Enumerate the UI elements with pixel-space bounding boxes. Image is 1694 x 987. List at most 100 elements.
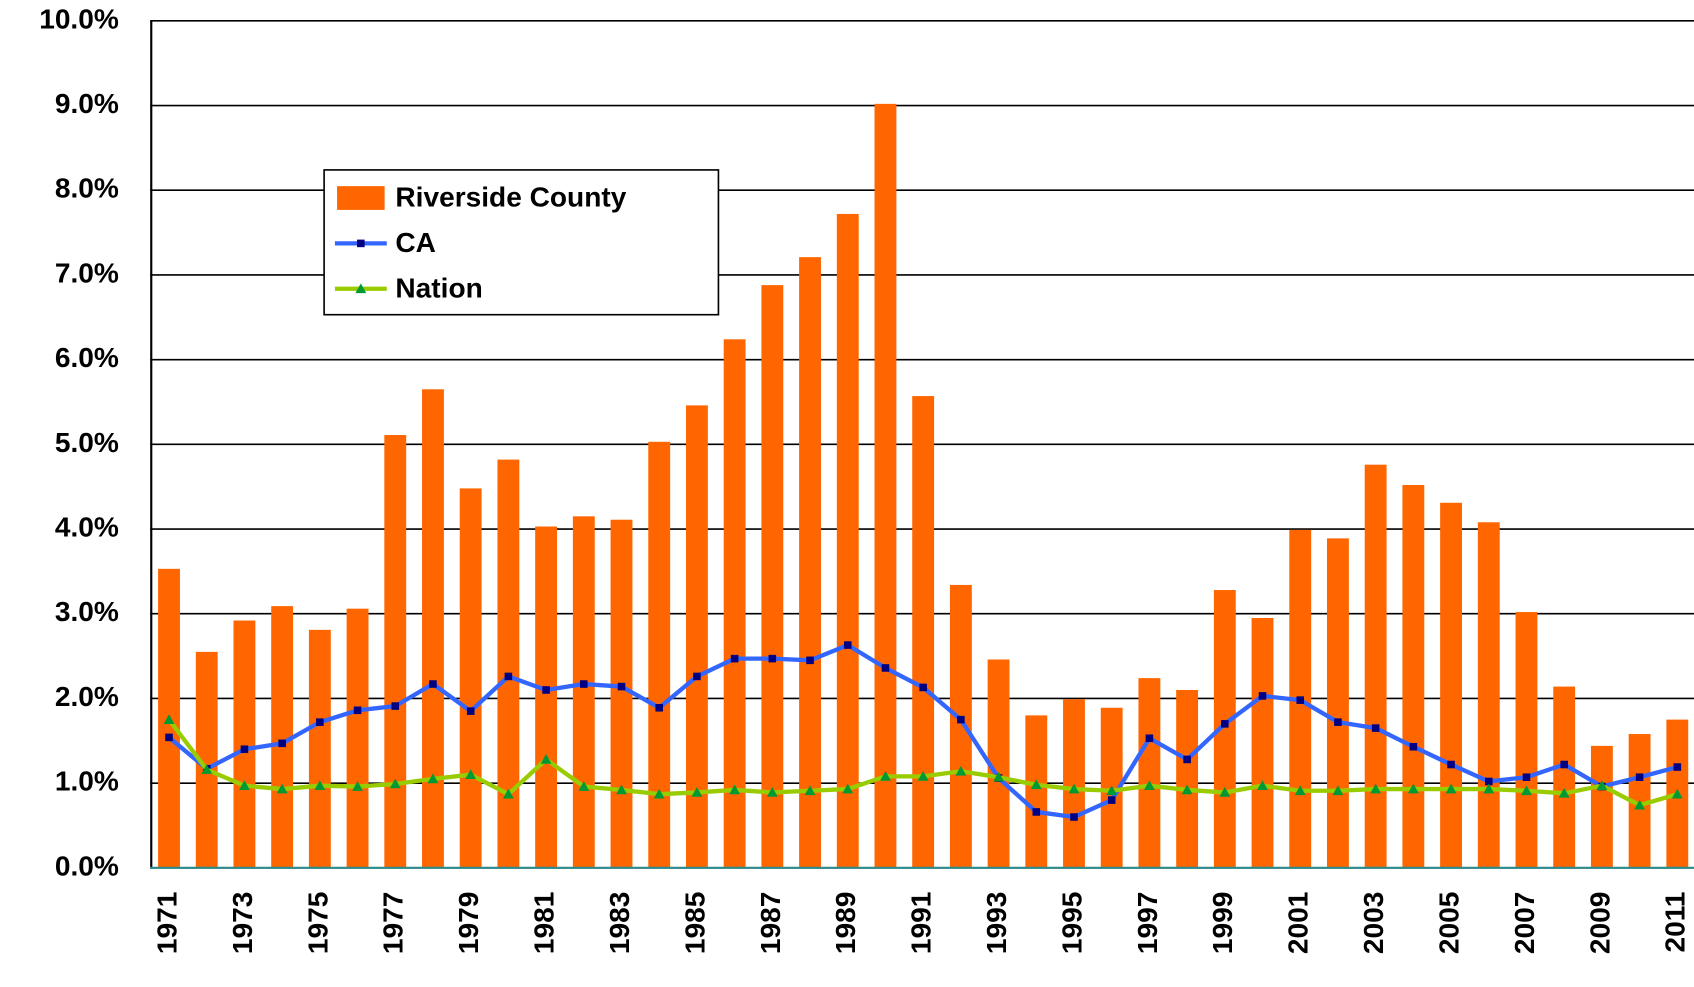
bar <box>271 606 294 868</box>
legend-swatch <box>337 186 385 210</box>
marker <box>1070 813 1078 821</box>
legend-label: Nation <box>395 272 482 303</box>
bar <box>1364 464 1387 868</box>
marker <box>276 783 288 794</box>
marker <box>768 654 777 663</box>
marker <box>691 787 703 797</box>
bar <box>422 389 444 868</box>
bar <box>233 620 256 868</box>
marker <box>1447 760 1455 769</box>
marker <box>165 733 173 742</box>
x-tick-label: 1983 <box>604 892 635 954</box>
y-tick-label: 5.0% <box>55 427 119 458</box>
marker <box>1144 780 1155 791</box>
bar <box>1138 678 1161 868</box>
bar <box>572 516 595 868</box>
bar <box>874 103 897 868</box>
bar <box>1515 612 1538 868</box>
marker <box>917 770 929 781</box>
marker <box>1332 785 1344 796</box>
marker <box>240 745 249 754</box>
bar <box>685 405 708 868</box>
marker <box>201 764 213 774</box>
marker <box>1521 785 1532 796</box>
y-tick-label: 7.0% <box>55 257 119 288</box>
bar <box>723 339 746 868</box>
x-tick-label: 1981 <box>529 892 560 954</box>
marker <box>1068 783 1080 794</box>
y-tick-label: 4.0% <box>55 511 119 542</box>
marker <box>1558 787 1570 798</box>
x-tick-label: 2011 <box>1660 892 1691 953</box>
x-tick-label: 1985 <box>679 892 710 954</box>
marker <box>389 778 401 789</box>
bar <box>648 441 671 868</box>
marker <box>766 787 778 797</box>
marker <box>806 656 814 665</box>
bar <box>1327 538 1349 868</box>
marker <box>729 784 741 795</box>
y-tick-label: 3.0% <box>55 596 119 627</box>
legend-label: CA <box>395 227 436 258</box>
marker <box>1030 779 1042 790</box>
marker <box>617 682 626 691</box>
marker <box>1334 718 1342 726</box>
marker <box>1370 783 1382 794</box>
bar <box>535 526 558 868</box>
marker <box>540 754 552 764</box>
bar <box>761 285 784 868</box>
marker <box>843 641 852 649</box>
bar <box>497 459 520 868</box>
x-tick-label: 1979 <box>453 892 484 954</box>
marker <box>957 715 965 724</box>
marker <box>278 739 286 748</box>
marker <box>1183 755 1191 764</box>
y-tick-label: 6.0% <box>55 342 119 373</box>
y-tick-label: 1.0% <box>55 766 119 797</box>
marker <box>955 765 967 776</box>
marker <box>1219 787 1231 797</box>
marker <box>504 672 513 681</box>
marker <box>730 654 739 663</box>
legend-label: Riverside County <box>395 182 626 213</box>
marker <box>1221 720 1229 728</box>
marker <box>1596 780 1608 791</box>
marker <box>163 714 175 724</box>
x-tick-label: 2001 <box>1283 892 1314 954</box>
marker <box>239 780 250 791</box>
marker <box>353 706 362 715</box>
bar <box>1213 590 1236 868</box>
marker <box>1294 785 1306 796</box>
bar <box>799 257 821 868</box>
x-tick-label: 1971 <box>151 892 182 954</box>
bar <box>308 629 331 868</box>
bar <box>912 396 935 868</box>
marker <box>1671 788 1683 799</box>
x-tick-label: 1999 <box>1207 892 1238 954</box>
bar <box>610 519 633 868</box>
bar <box>1251 617 1274 868</box>
bar <box>836 213 859 868</box>
marker <box>1673 763 1682 771</box>
marker <box>919 683 927 692</box>
marker <box>1445 783 1457 794</box>
marker <box>466 707 475 715</box>
x-tick-label: 2005 <box>1433 892 1464 954</box>
x-tick-label: 1977 <box>378 892 409 954</box>
marker <box>1483 783 1495 794</box>
marker <box>1032 808 1041 816</box>
marker <box>316 718 324 726</box>
marker <box>1484 777 1493 786</box>
bar <box>459 488 482 868</box>
x-tick-label: 1987 <box>755 892 786 954</box>
marker <box>1407 783 1419 794</box>
marker <box>1371 724 1380 732</box>
marker <box>693 672 701 681</box>
x-tick-label: 2009 <box>1584 892 1615 954</box>
marker <box>1257 780 1268 791</box>
marker <box>653 788 665 799</box>
bar <box>1402 484 1425 868</box>
marker <box>1106 785 1118 796</box>
marker <box>804 785 816 796</box>
